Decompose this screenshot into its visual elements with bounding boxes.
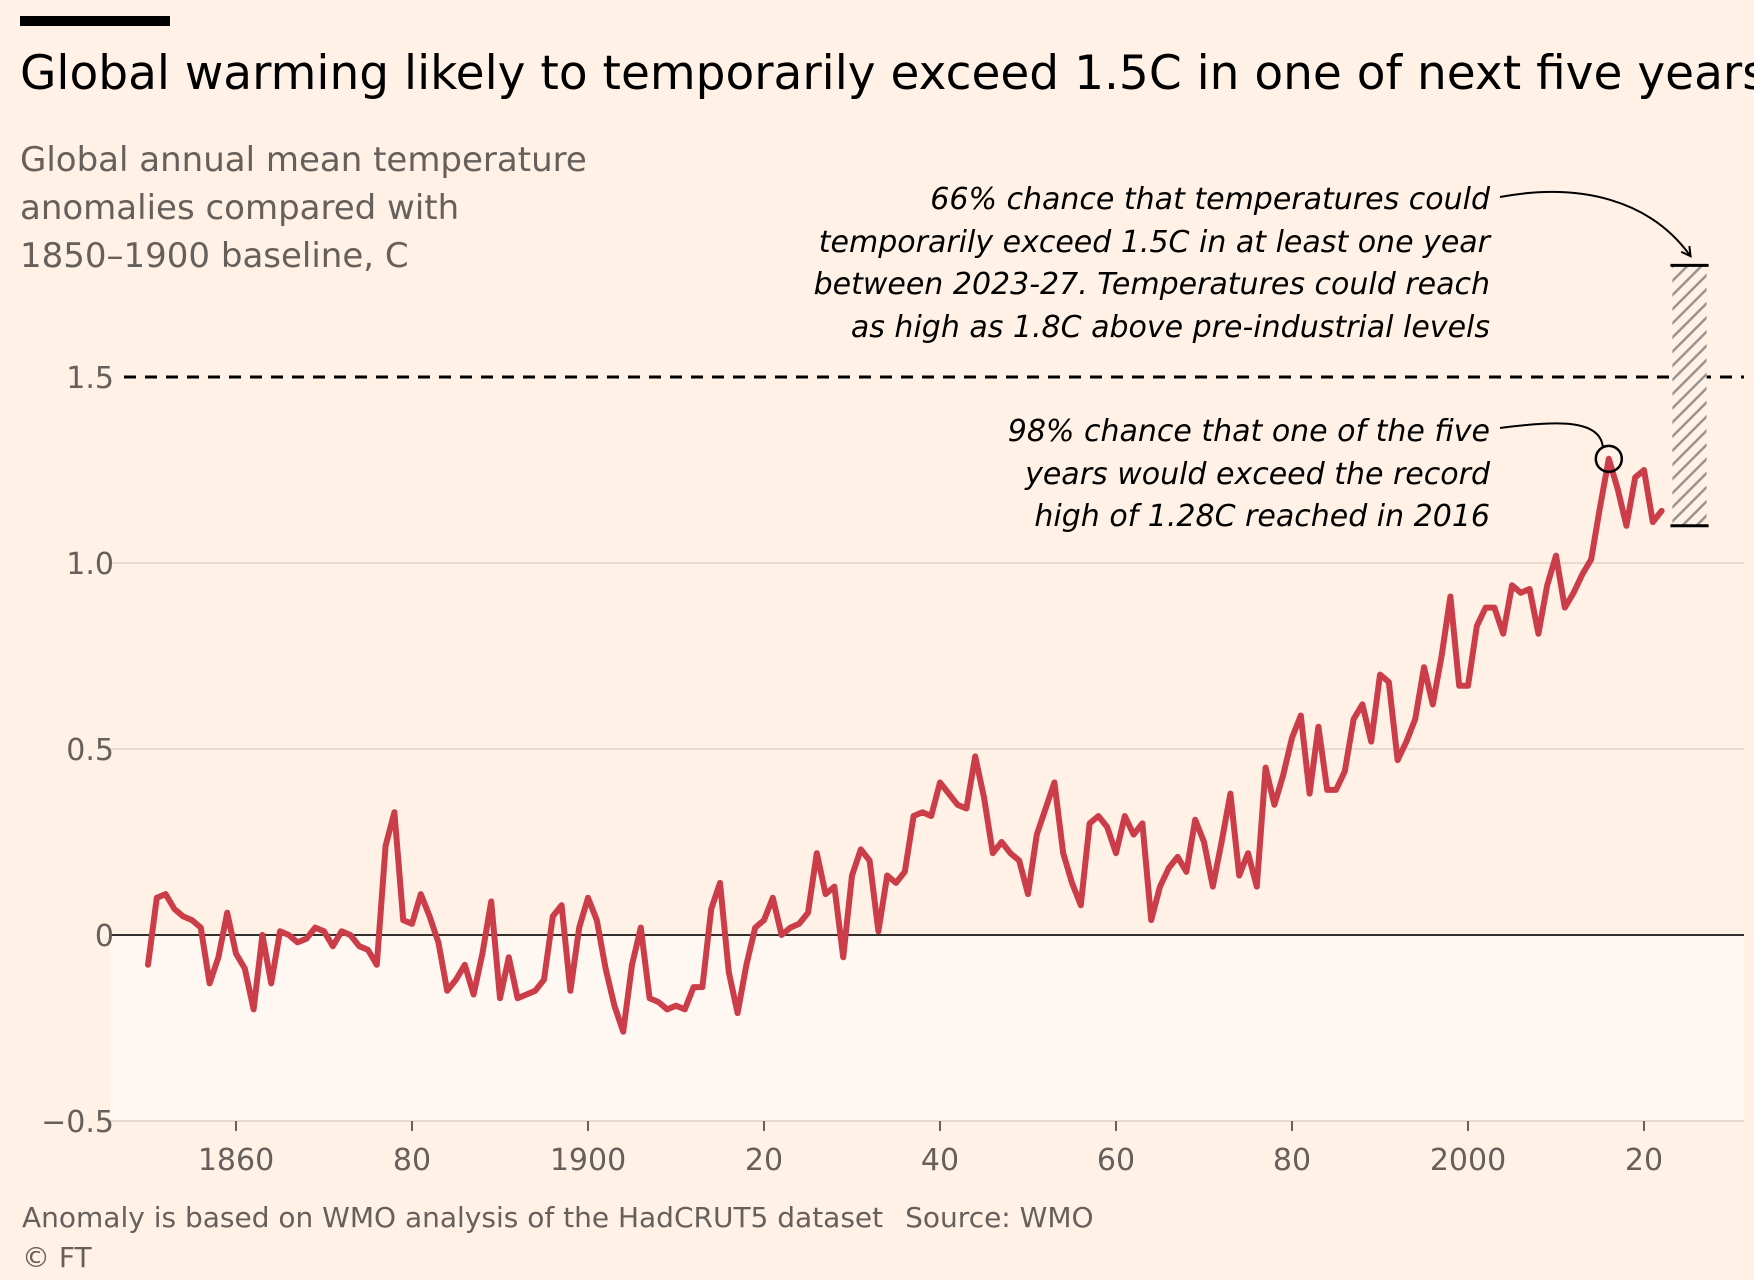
footer-source: Source: WMO [905,1201,1094,1234]
x-tick-label: 60 [1097,1143,1135,1178]
record-marker-circle [1594,444,1624,474]
chart-title: Global warming likely to temporarily exc… [20,46,1754,101]
x-tick-label: 1860 [198,1143,274,1178]
subtitle-line: 1850–1900 baseline, C [20,236,409,276]
annotation-forecast-line: temporarily exceed 1.5C in at least one … [819,225,1492,260]
annotation-forecast-line: 66% chance that temperatures could [930,182,1491,217]
footer-credit: © FT [22,1241,92,1274]
subtitle-line: anomalies compared with [20,188,460,228]
y-tick-label: 1.5 [66,361,114,396]
brand-bar [20,16,170,26]
annotation-record-connector [1499,422,1604,447]
annotation-forecast-line: between 2023-27. Temperatures could reac… [814,267,1490,302]
x-tick-label: 40 [921,1143,959,1178]
y-tick-label: 0.5 [66,733,114,768]
y-tick-label: 0 [95,919,114,954]
chart-subtitle: Global annual mean temperature anomalies… [20,136,640,280]
y-tick-label: −0.5 [41,1105,114,1140]
subtitle-line: Global annual mean temperature [20,140,587,180]
annotation-record-line: years would exceed the record [1024,457,1491,492]
annotation-record-line: high of 1.28C reached in 2016 [1034,499,1490,534]
annotation-forecast-line: as high as 1.8C above pre-industrial lev… [851,310,1490,345]
annotation-record-line: 98% chance that one of the five [1008,414,1490,449]
x-tick-label: 20 [745,1143,783,1178]
x-tick-label: 20 [1625,1143,1663,1178]
footer-note: Anomaly is based on WMO analysis of the … [22,1201,884,1234]
forecast-range-band [1672,265,1707,526]
chart-footer: Anomaly is based on WMO analysis of the … [22,1198,1094,1278]
x-tick-label: 80 [393,1143,431,1178]
x-tick-label: 2000 [1430,1143,1506,1178]
annotation-forecast-arrow [1499,190,1690,255]
temperature-anomaly-line [145,455,1665,1035]
below-zero-band [110,935,1744,1121]
x-tick-label: 1900 [550,1143,626,1178]
y-tick-label: 1.0 [66,547,114,582]
x-tick-label: 80 [1273,1143,1311,1178]
